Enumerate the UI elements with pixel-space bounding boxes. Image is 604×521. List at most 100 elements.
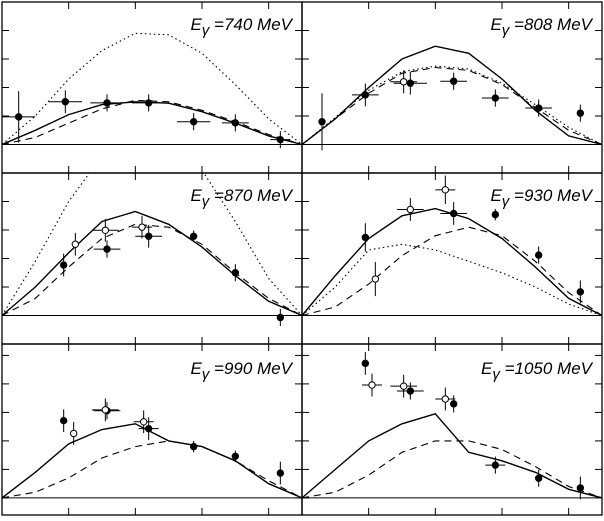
data-point (576, 109, 585, 117)
data-point (101, 226, 110, 234)
title-subscript: γ (202, 366, 211, 383)
curve (2, 423, 302, 499)
data-point (399, 78, 408, 86)
data-point (144, 424, 153, 433)
data-point (69, 429, 78, 438)
title-subscript: γ (492, 366, 501, 383)
data-point (139, 418, 148, 426)
data-point (491, 461, 500, 469)
data-point (71, 240, 80, 248)
curve (2, 223, 302, 316)
data-point (189, 442, 198, 451)
data-point (138, 223, 146, 231)
plot-area (2, 173, 302, 327)
data-point (103, 245, 111, 253)
curve (2, 32, 302, 145)
plot-area (302, 175, 602, 317)
curve (2, 210, 302, 317)
data-point (406, 387, 415, 395)
data-point (399, 382, 408, 390)
title-value: =740 MeV (209, 15, 293, 34)
curve (2, 101, 302, 146)
data-point (103, 99, 111, 107)
curve (2, 99, 302, 146)
plot-area (302, 45, 602, 151)
data-point (59, 261, 68, 269)
data-point (368, 381, 376, 389)
data-point (276, 469, 285, 477)
data-point (318, 118, 326, 126)
data-point (576, 288, 585, 296)
curve (302, 66, 602, 146)
data-point (449, 209, 458, 218)
title-subscript: γ (502, 193, 511, 210)
plot-area (302, 351, 602, 500)
data-point (144, 99, 153, 107)
data-point (231, 119, 240, 127)
data-point (276, 313, 285, 322)
title-value: =990 MeV (209, 359, 293, 378)
data-point (534, 474, 543, 482)
data-point (449, 77, 458, 85)
title-value: =808 MeV (509, 15, 593, 34)
plot-area (2, 398, 302, 499)
data-point (449, 400, 458, 408)
plot-area (2, 32, 302, 149)
panel-title: Eγ =870 MeV (190, 186, 293, 209)
data-point (189, 118, 198, 126)
data-point (576, 484, 585, 492)
panel-title: Eγ =1050 MeV (481, 359, 594, 382)
data-point (144, 232, 153, 240)
panel: Eγ =930 MeV (301, 172, 603, 345)
data-point (491, 94, 500, 102)
data-point (231, 269, 240, 277)
curve (302, 243, 602, 317)
data-point (361, 233, 370, 242)
data-point (361, 359, 370, 368)
title-symbol: E (190, 359, 202, 378)
panel-title: Eγ =990 MeV (190, 359, 293, 382)
panel-title: Eγ =740 MeV (190, 15, 293, 38)
title-symbol: E (490, 15, 502, 34)
title-symbol: E (190, 15, 202, 34)
title-symbol: E (490, 186, 502, 205)
curve (2, 440, 302, 499)
title-value: =1050 MeV (500, 359, 594, 378)
panel-title: Eγ =808 MeV (490, 15, 593, 38)
panel-frame (301, 343, 603, 516)
data-point (406, 79, 415, 87)
data-point (189, 232, 198, 240)
title-symbol: E (190, 186, 202, 205)
data-point (534, 104, 543, 112)
data-point (231, 452, 240, 460)
data-point (534, 251, 543, 259)
panel-title: Eγ =930 MeV (490, 186, 593, 209)
data-point (276, 135, 285, 144)
data-point (361, 91, 370, 99)
curve (302, 65, 602, 145)
data-point (406, 205, 415, 214)
panel: Eγ =990 MeV (1, 343, 303, 516)
data-point (14, 113, 23, 121)
title-value: =870 MeV (209, 186, 293, 205)
title-value: =930 MeV (509, 186, 593, 205)
data-point (101, 406, 110, 414)
curve (302, 440, 602, 499)
data-point (371, 275, 380, 283)
title-subscript: γ (502, 22, 511, 39)
title-subscript: γ (202, 22, 211, 39)
data-point (491, 210, 500, 219)
curve (302, 412, 602, 499)
panel: Eγ =808 MeV (301, 1, 603, 174)
data-point (61, 98, 70, 106)
panel: Eγ =1050 MeV (301, 343, 603, 516)
curve (302, 226, 602, 317)
panel: Eγ =740 MeV (1, 1, 303, 174)
title-symbol: E (481, 359, 493, 378)
panel: Eγ =870 MeV (1, 172, 303, 345)
data-point (59, 416, 68, 425)
data-point (441, 395, 450, 403)
data-point (441, 186, 450, 194)
curve (302, 45, 602, 146)
